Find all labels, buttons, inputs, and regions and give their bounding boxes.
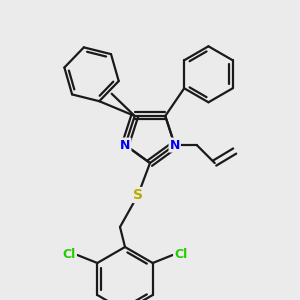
Text: S: S	[133, 188, 143, 202]
Text: Cl: Cl	[174, 248, 187, 262]
Text: N: N	[120, 139, 130, 152]
Text: N: N	[169, 139, 180, 152]
Text: Cl: Cl	[63, 248, 76, 262]
